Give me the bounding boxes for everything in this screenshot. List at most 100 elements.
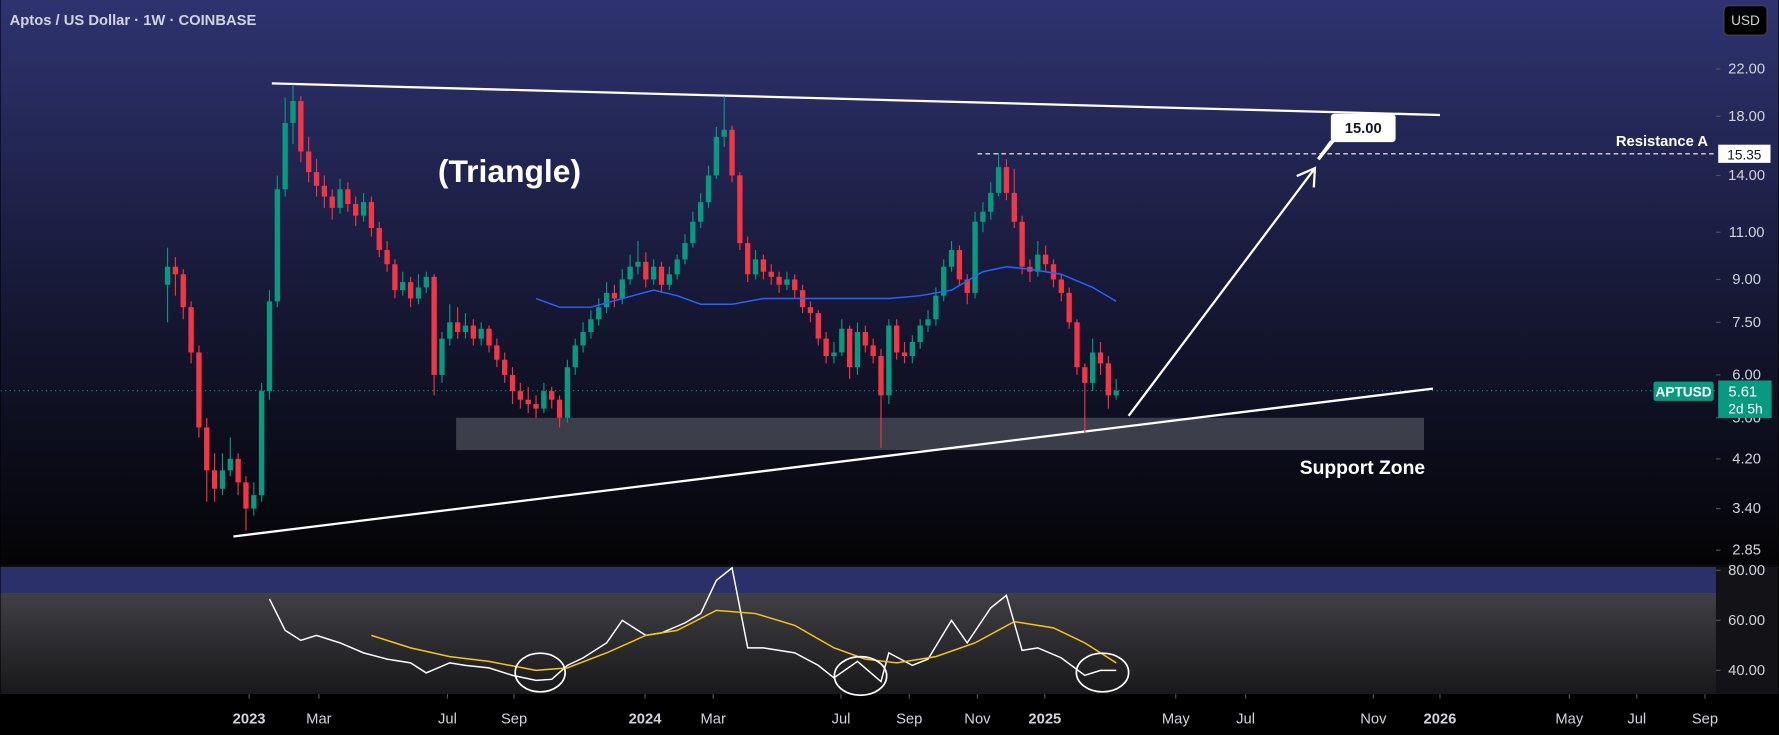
rsi-circle: [833, 655, 888, 697]
candle-body: [894, 325, 900, 353]
candle-body: [1058, 279, 1064, 293]
x-tick-label: Mar: [701, 712, 726, 728]
currency-label[interactable]: USD: [1731, 13, 1760, 28]
candle-body: [619, 279, 625, 299]
candle-body: [549, 391, 555, 400]
x-tick-label: Jul: [832, 712, 851, 728]
candle-body: [956, 249, 963, 280]
candle-body: [815, 313, 821, 339]
time-axis: [0, 694, 1779, 735]
candle-body: [823, 338, 829, 357]
trendline: [233, 387, 1434, 538]
x-tick-label: May: [1555, 712, 1583, 728]
candle-body: [564, 367, 571, 418]
candle-body: [995, 167, 1002, 193]
plot-layer: 22.0018.0014.0011.009.007.506.005.004.20…: [0, 62, 1772, 728]
candle-body: [854, 331, 861, 368]
candle-body: [1019, 221, 1025, 267]
candle-body: [525, 399, 531, 405]
candle-body: [1113, 390, 1119, 396]
candle-body: [682, 243, 688, 260]
candle-body: [282, 122, 288, 190]
candle-body: [674, 259, 680, 275]
y-tick-label: 14.00: [1728, 168, 1765, 184]
candle-body: [572, 345, 578, 368]
target-label: 15.00: [1345, 121, 1382, 137]
candle-body: [1042, 254, 1049, 265]
candle-body: [353, 204, 359, 216]
candle-body: [1050, 264, 1057, 280]
symbol-label: APTUSD: [1656, 384, 1712, 399]
candle-body: [439, 338, 445, 375]
resistance-label: Resistance A: [1616, 134, 1708, 150]
price-tag: [1718, 380, 1772, 418]
candle-body: [1066, 292, 1072, 323]
candle-body: [964, 279, 970, 293]
candle-body: [839, 328, 845, 353]
x-tick-label: Sep: [1692, 712, 1718, 728]
candle-body: [290, 101, 296, 123]
candle-body: [925, 319, 931, 326]
candle-body: [258, 391, 265, 496]
candle-body: [635, 261, 641, 267]
x-tick-label: Nov: [1360, 712, 1387, 728]
x-tick-label: 2026: [1424, 712, 1457, 728]
candle-body: [588, 319, 594, 332]
candle-body: [509, 374, 516, 392]
y-tick-label: 22.00: [1728, 62, 1765, 78]
candle-body: [870, 345, 876, 357]
resistance-value: 15.35: [1727, 147, 1761, 162]
y-tick-label: 3.40: [1732, 501, 1761, 517]
candle-body: [1035, 254, 1041, 272]
candle-body: [768, 271, 774, 277]
candle-body: [1097, 352, 1104, 364]
candle-body: [204, 427, 210, 471]
rsi-circle: [1075, 652, 1130, 693]
currency-button[interactable]: [1723, 5, 1768, 36]
rsi-band: [0, 592, 1716, 695]
y-tick-label: 60.00: [1728, 613, 1765, 629]
candle-body: [407, 282, 414, 299]
candle-body: [831, 352, 837, 357]
trendline: [271, 82, 1441, 117]
candle-body: [274, 189, 280, 302]
candle-body: [713, 136, 720, 176]
x-tick-label: Jul: [1236, 712, 1255, 728]
y-tick-label: 40.00: [1728, 663, 1765, 679]
y-tick-label: 7.50: [1732, 315, 1761, 331]
candle-body: [321, 185, 328, 197]
candle-body: [376, 227, 382, 250]
candle-body: [298, 101, 304, 152]
candle-body: [454, 322, 461, 332]
x-tick-label: 2023: [233, 712, 266, 728]
candle-body: [423, 276, 429, 288]
target-box: [1330, 113, 1396, 143]
candle-body: [917, 325, 923, 342]
candle-body: [745, 243, 751, 275]
y-tick-label: 2.85: [1732, 543, 1761, 559]
candle-body: [886, 325, 892, 396]
candle-body: [846, 328, 853, 368]
candle-body: [266, 301, 273, 392]
chart-title: Aptos / US Dollar · 1W · COINBASE: [10, 13, 257, 29]
y-tick-label: 4.20: [1732, 451, 1761, 467]
x-tick-label: Sep: [896, 712, 922, 728]
candle-body: [180, 274, 186, 308]
candle-body: [705, 175, 712, 203]
support-zone: [456, 417, 1424, 451]
candle-body: [392, 264, 398, 291]
pane-divider: [0, 564, 1779, 567]
candle-body: [486, 328, 492, 346]
candle-body: [737, 175, 743, 244]
rsi-line: [371, 609, 1117, 672]
candle-body: [650, 266, 657, 280]
y-tick-label: 6.00: [1732, 367, 1761, 383]
candle-body: [690, 221, 696, 244]
candle-body: [948, 249, 955, 267]
candle-body: [431, 276, 437, 375]
arrow-head: [1296, 166, 1317, 188]
candle-body: [329, 196, 335, 208]
y-tick-label: 9.00: [1732, 272, 1761, 288]
candle-body: [909, 341, 916, 357]
